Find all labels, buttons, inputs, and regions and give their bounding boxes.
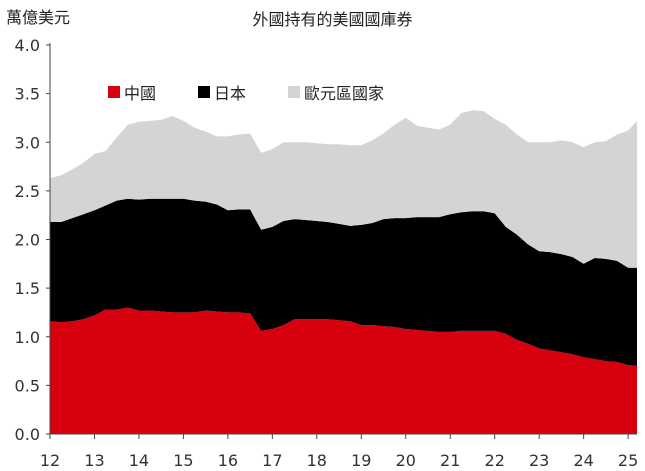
- y-tick-label: 2.0: [15, 231, 40, 250]
- legend-label-eurozone: 歐元區國家: [304, 84, 385, 103]
- x-tick-label: 13: [84, 451, 104, 470]
- area-eurozone: [50, 110, 637, 268]
- y-tick-label: 2.5: [15, 182, 40, 201]
- x-tick-label: 17: [262, 451, 282, 470]
- legend-item-china: 中國: [108, 80, 156, 104]
- x-tick-label: 16: [218, 451, 238, 470]
- x-tick-label: 12: [40, 451, 60, 470]
- y-unit-label: 萬億美元: [6, 8, 71, 27]
- x-tick-label: 24: [573, 451, 593, 470]
- x-tick-label: 22: [485, 451, 505, 470]
- x-tick-label: 21: [440, 451, 460, 470]
- legend-swatch-eurozone: [288, 86, 301, 98]
- y-tick-label: 0.5: [15, 376, 40, 395]
- legend-swatch-china: [108, 86, 120, 98]
- legend: 中國 日本 歐元區國家: [108, 80, 426, 104]
- x-tick-label: 23: [529, 451, 549, 470]
- x-tick-label: 25: [618, 451, 638, 470]
- legend-swatch-japan: [198, 86, 211, 98]
- x-tick-label: 15: [173, 451, 193, 470]
- legend-label-japan: 日本: [214, 84, 247, 103]
- legend-item-japan: 日本: [198, 80, 246, 104]
- x-tick-label: 18: [307, 451, 327, 470]
- y-tick-label: 4.0: [15, 36, 40, 55]
- area-japan: [50, 198, 637, 366]
- legend-label-china: 中國: [124, 84, 157, 103]
- y-tick-label: 1.5: [15, 279, 40, 298]
- x-tick-label: 20: [396, 451, 416, 470]
- y-tick-label: 1.0: [15, 328, 40, 347]
- y-tick-label: 3.0: [15, 133, 40, 152]
- x-tick-label: 14: [129, 451, 149, 470]
- x-axis: 12 13 14 15 16 17 18 19 20 21 22 23 24 25: [40, 433, 638, 470]
- chart-title: 外國持有的美國國庫券: [252, 10, 413, 29]
- y-tick-label: 0.0: [15, 425, 40, 444]
- x-tick-label: 19: [351, 451, 371, 470]
- y-axis: 0.0 0.5 1.0 1.5 2.0 2.5 3.0 3.5 4.0: [15, 36, 51, 444]
- legend-item-eurozone: 歐元區國家: [288, 80, 384, 104]
- y-tick-label: 3.5: [15, 85, 40, 104]
- area-layer: [50, 110, 637, 434]
- area-china: [50, 307, 637, 434]
